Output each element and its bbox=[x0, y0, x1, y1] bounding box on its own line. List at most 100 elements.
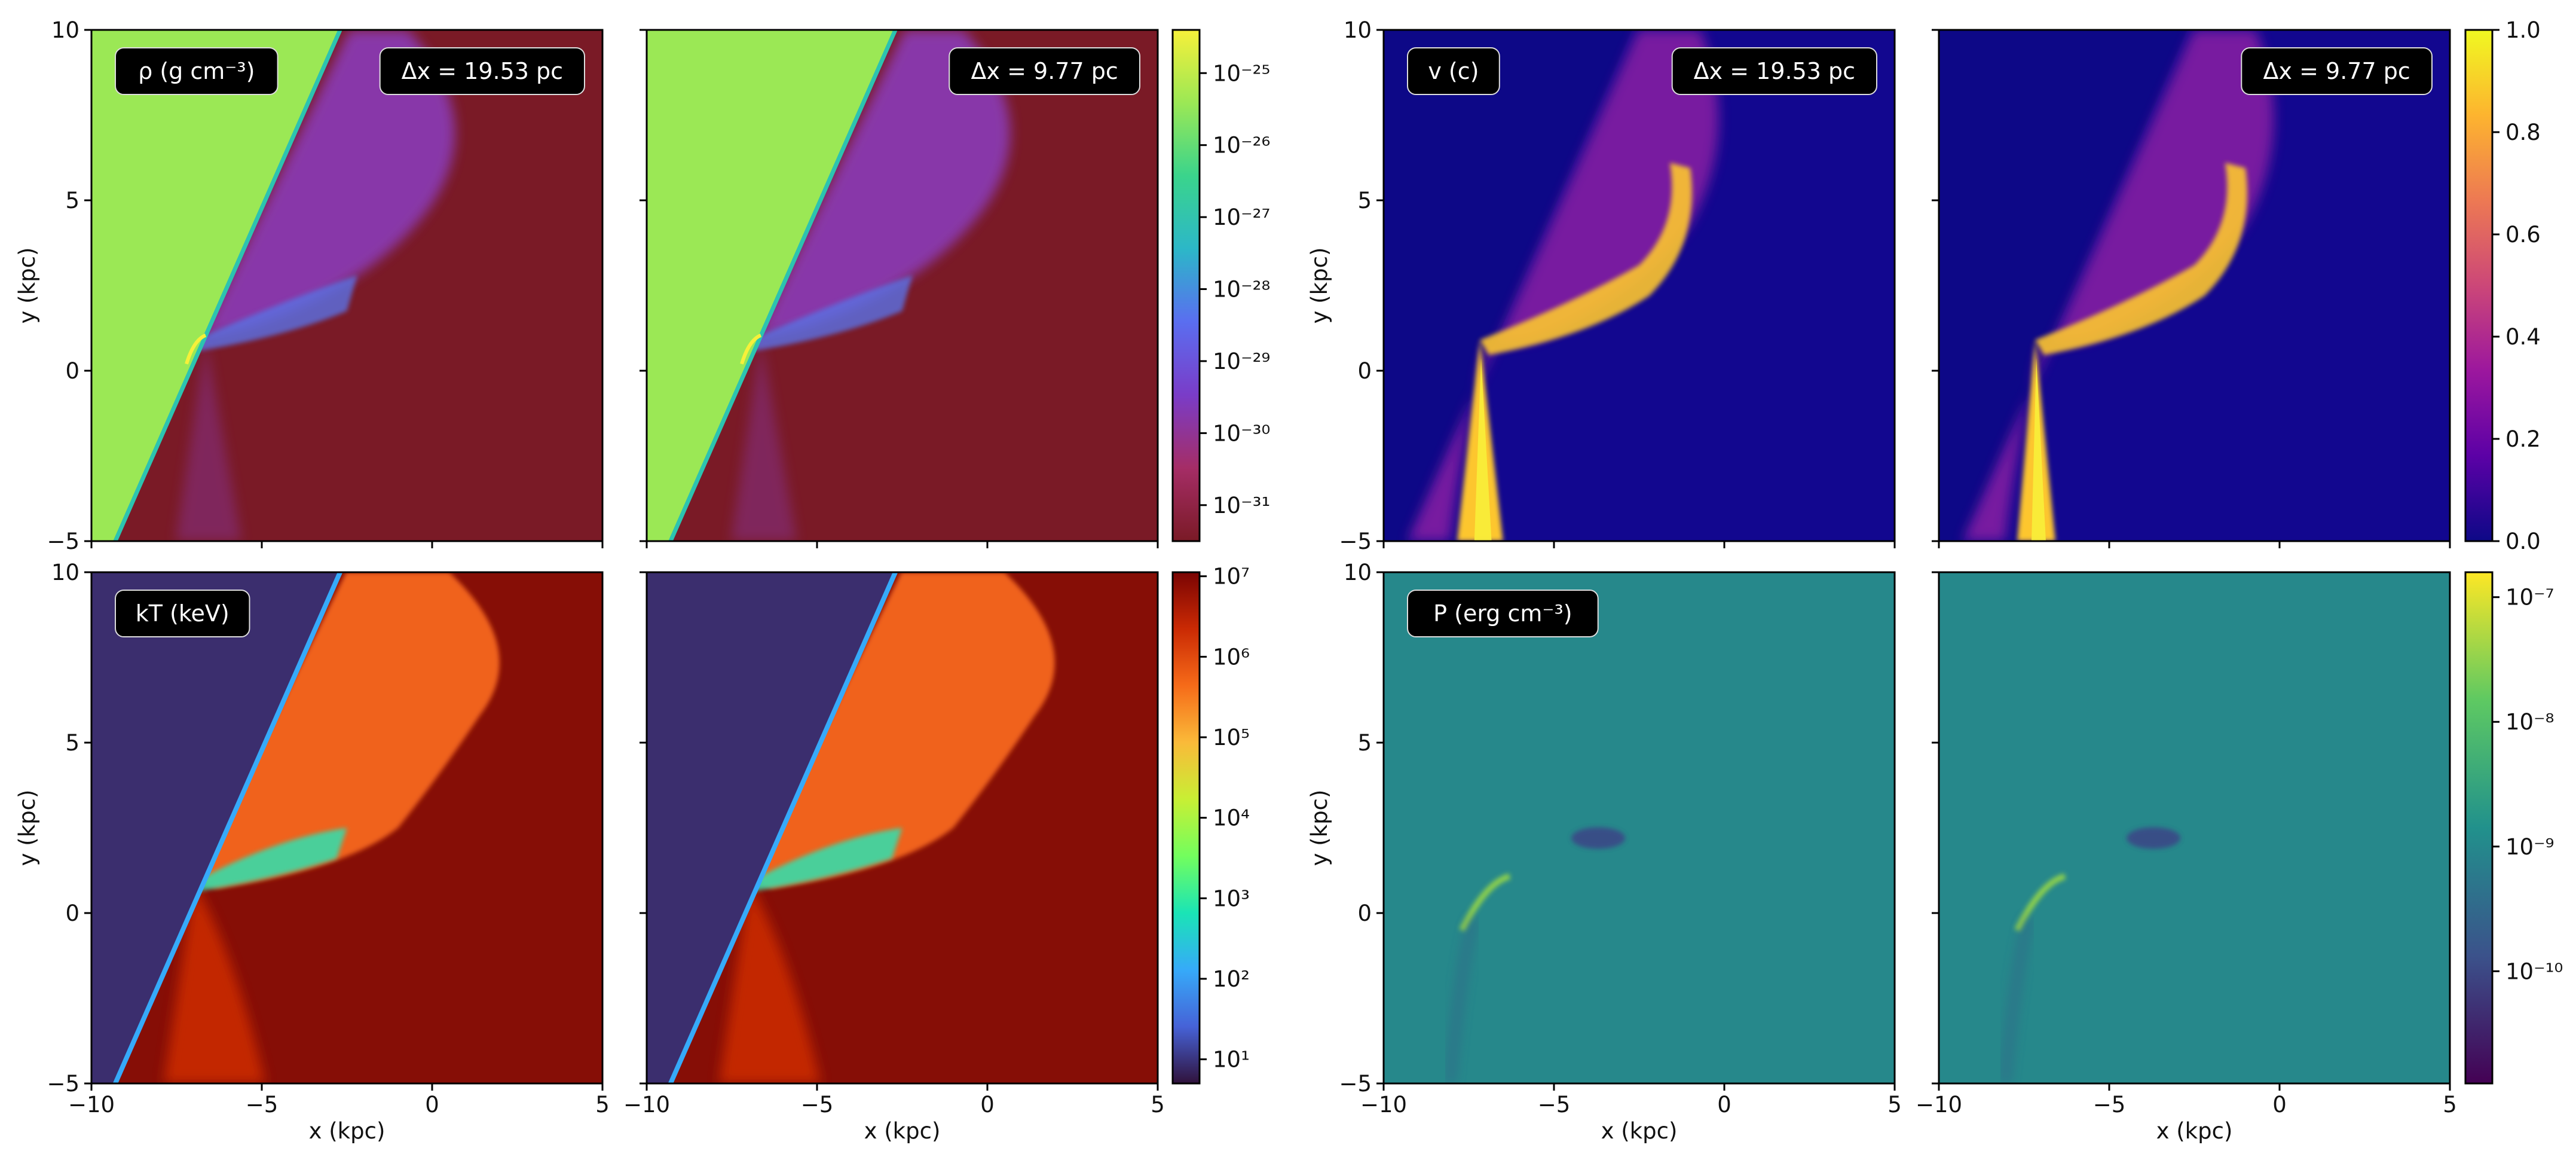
panel-label-box bbox=[115, 47, 279, 95]
heatmap-panel bbox=[1384, 572, 1895, 1083]
heatmap-panel bbox=[1384, 30, 1895, 541]
colorbar-tick-label: 10⁷ bbox=[1213, 564, 1250, 590]
colorbar-temperature bbox=[1171, 571, 1201, 1085]
panel-frame bbox=[90, 29, 604, 542]
y-tick-label: −5 bbox=[47, 529, 79, 554]
resolution-label-box bbox=[379, 47, 585, 95]
panel-label: kT (keV) bbox=[136, 600, 230, 627]
colorbar-tick-label: 0.6 bbox=[2505, 222, 2541, 248]
resolution-label: Δx = 19.53 pc bbox=[1694, 58, 1855, 84]
wedge bbox=[1939, 30, 2188, 541]
streamer bbox=[749, 275, 913, 351]
jet-core bbox=[1474, 358, 1492, 541]
x-tick-label: −10 bbox=[623, 1092, 670, 1118]
colorbar-tick-label: 1.0 bbox=[2505, 17, 2541, 43]
x-tick-label: −10 bbox=[1360, 1092, 1407, 1118]
y-tick-label: −5 bbox=[1339, 1071, 1372, 1097]
resolution-label-box bbox=[1671, 47, 1877, 95]
y-axis-label: y (kpc) bbox=[14, 790, 40, 866]
colorbar-tick-label: 0.2 bbox=[2505, 426, 2541, 452]
resolution-label: Δx = 9.77 pc bbox=[2263, 58, 2410, 84]
shock-front bbox=[668, 30, 898, 541]
colorbar-tick-label: 10⁻²⁵ bbox=[1213, 60, 1270, 86]
x-tick-label: 5 bbox=[2443, 1092, 2457, 1118]
colorbar-tick-label: 10⁻²⁶ bbox=[1213, 133, 1270, 158]
colorbar-tick-label: 10⁴ bbox=[1213, 805, 1250, 831]
resolution-label: Δx = 9.77 pc bbox=[971, 58, 1118, 84]
y-tick-label: −5 bbox=[47, 1071, 79, 1097]
y-tick-label: −5 bbox=[1339, 529, 1372, 554]
low-pressure-pocket bbox=[1571, 827, 1626, 849]
colorbar-tick-label: 10⁻³¹ bbox=[1213, 493, 1270, 518]
wake bbox=[1446, 917, 1478, 1083]
x-axis-label: x (kpc) bbox=[1601, 1118, 1678, 1144]
colorbar-tick-label: 10⁶ bbox=[1213, 644, 1250, 670]
colorbar-tick-label: 10⁻⁹ bbox=[2505, 834, 2554, 860]
low-pressure-pocket bbox=[2127, 827, 2181, 849]
y-tick-label: 5 bbox=[1357, 188, 1372, 213]
x-axis-label: x (kpc) bbox=[864, 1118, 941, 1144]
x-tick-label: 5 bbox=[1151, 1092, 1165, 1118]
y-tick-label: 10 bbox=[1344, 17, 1372, 43]
cool-stream bbox=[749, 828, 902, 892]
heatmap-panel bbox=[1939, 572, 2450, 1083]
cool-stream bbox=[194, 828, 347, 892]
resolution-label-box bbox=[949, 47, 1141, 95]
colorbar-tick-label: 10⁻³⁰ bbox=[1213, 420, 1270, 446]
colorbar-tick-label: 10² bbox=[1213, 966, 1250, 992]
jet-core bbox=[2032, 358, 2046, 541]
plume bbox=[755, 30, 1011, 340]
colorbar-tick-label: 0.0 bbox=[2505, 529, 2541, 554]
plume bbox=[194, 572, 500, 889]
x-tick-label: −10 bbox=[68, 1092, 115, 1118]
y-tick-label: 5 bbox=[65, 188, 79, 213]
colorbar-tick-label: 10¹ bbox=[1213, 1047, 1250, 1073]
x-tick-label: −5 bbox=[2093, 1092, 2126, 1118]
heatmap-panel bbox=[647, 572, 1158, 1083]
colorbar-tick-label: 10⁻²⁹ bbox=[1213, 349, 1270, 374]
panel-label: v (c) bbox=[1428, 58, 1479, 84]
y-tick-label: 0 bbox=[1357, 900, 1372, 926]
panel-label: P (erg cm⁻³) bbox=[1433, 600, 1572, 627]
x-tick-label: −10 bbox=[1916, 1092, 1962, 1118]
wedge bbox=[91, 572, 341, 1083]
x-axis-label: x (kpc) bbox=[309, 1118, 386, 1144]
wedge bbox=[91, 30, 341, 541]
colorbar-tick-label: 0.8 bbox=[2505, 120, 2541, 145]
colorbar-pressure bbox=[2464, 571, 2494, 1085]
colorbar-tick-label: 10⁻¹⁰ bbox=[2505, 958, 2563, 984]
panel-label-box bbox=[115, 590, 250, 637]
colorbar-tick-label: 10⁵ bbox=[1213, 725, 1250, 750]
panel-label: ρ (g cm⁻³) bbox=[138, 58, 255, 84]
heatmap-panel bbox=[91, 30, 602, 541]
y-axis-label: y (kpc) bbox=[1307, 248, 1332, 324]
y-tick-label: 10 bbox=[1344, 560, 1372, 585]
x-tick-label: 5 bbox=[1887, 1092, 1902, 1118]
panel-frame bbox=[90, 571, 604, 1085]
trail bbox=[731, 340, 797, 541]
plume bbox=[200, 30, 455, 340]
colorbar-tick-label: 10³ bbox=[1213, 886, 1250, 911]
y-tick-label: 0 bbox=[1357, 358, 1372, 384]
x-axis-label: x (kpc) bbox=[2156, 1118, 2233, 1144]
y-axis-label: y (kpc) bbox=[14, 248, 40, 324]
y-tick-label: 0 bbox=[65, 358, 79, 384]
y-tick-label: 10 bbox=[51, 17, 79, 43]
streamer bbox=[194, 275, 357, 351]
colorbar-density bbox=[1171, 29, 1201, 542]
x-tick-label: −5 bbox=[801, 1092, 834, 1118]
plume bbox=[1962, 30, 2274, 541]
jet-upper bbox=[1480, 163, 1692, 355]
shock-bright bbox=[1459, 873, 1511, 932]
y-tick-label: 0 bbox=[65, 900, 79, 926]
panel-frame bbox=[1938, 571, 2451, 1085]
kink bbox=[185, 333, 207, 365]
shock-front bbox=[113, 572, 342, 1083]
resolution-label-box bbox=[2241, 47, 2433, 95]
x-tick-label: 5 bbox=[595, 1092, 610, 1118]
colorbar-tick-label: 10⁻⁸ bbox=[2505, 709, 2554, 735]
wedge bbox=[647, 572, 896, 1083]
x-tick-label: 0 bbox=[980, 1092, 995, 1118]
panel-frame bbox=[1382, 571, 1896, 1085]
